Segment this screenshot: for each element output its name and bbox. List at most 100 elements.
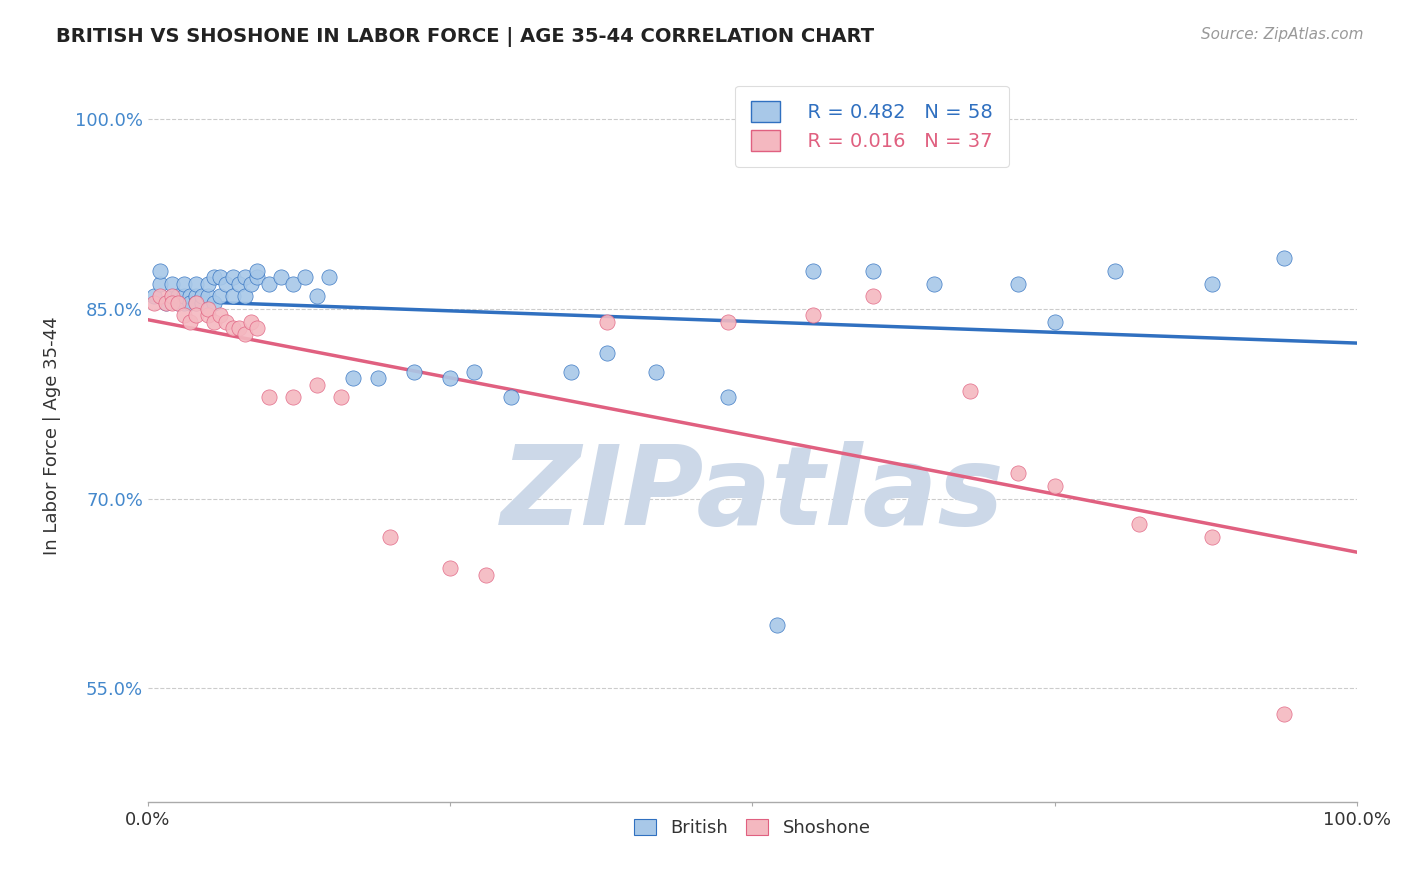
- Point: [1201, 277, 1223, 291]
- Point: [959, 384, 981, 398]
- Point: [1043, 314, 1066, 328]
- Point: [197, 277, 219, 291]
- Point: [475, 567, 498, 582]
- Point: [765, 618, 787, 632]
- Point: [257, 391, 280, 405]
- Point: [330, 391, 353, 405]
- Text: ZIPatlas: ZIPatlas: [501, 441, 1004, 548]
- Point: [221, 270, 243, 285]
- Point: [1274, 706, 1296, 721]
- Point: [801, 264, 824, 278]
- Point: [439, 371, 461, 385]
- Point: [862, 289, 884, 303]
- Point: [167, 295, 190, 310]
- Point: [155, 295, 177, 310]
- Point: [209, 289, 232, 303]
- Point: [209, 308, 232, 322]
- Point: [1128, 516, 1150, 531]
- Point: [1043, 479, 1066, 493]
- Point: [167, 289, 190, 303]
- Point: [186, 277, 208, 291]
- Point: [307, 289, 329, 303]
- Point: [922, 277, 945, 291]
- Point: [215, 314, 238, 328]
- Point: [186, 295, 208, 310]
- Point: [560, 365, 582, 379]
- Point: [499, 391, 522, 405]
- Point: [1274, 252, 1296, 266]
- Point: [717, 391, 740, 405]
- Point: [149, 264, 172, 278]
- Point: [186, 289, 208, 303]
- Point: [233, 327, 256, 342]
- Point: [596, 346, 619, 360]
- Point: [402, 365, 425, 379]
- Point: [281, 277, 304, 291]
- Point: [801, 308, 824, 322]
- Text: Source: ZipAtlas.com: Source: ZipAtlas.com: [1201, 27, 1364, 42]
- Point: [239, 314, 262, 328]
- Point: [197, 289, 219, 303]
- Point: [202, 295, 225, 310]
- Point: [246, 321, 269, 335]
- Point: [233, 289, 256, 303]
- Point: [1007, 467, 1029, 481]
- Point: [160, 295, 183, 310]
- Point: [439, 561, 461, 575]
- Point: [167, 295, 190, 310]
- Point: [281, 391, 304, 405]
- Point: [191, 289, 214, 303]
- Point: [173, 295, 195, 310]
- Point: [644, 365, 666, 379]
- Text: BRITISH VS SHOSHONE IN LABOR FORCE | AGE 35-44 CORRELATION CHART: BRITISH VS SHOSHONE IN LABOR FORCE | AGE…: [56, 27, 875, 46]
- Point: [179, 314, 201, 328]
- Point: [378, 530, 401, 544]
- Point: [155, 295, 177, 310]
- Point: [221, 321, 243, 335]
- Point: [246, 264, 269, 278]
- Point: [294, 270, 316, 285]
- Point: [270, 270, 292, 285]
- Point: [173, 308, 195, 322]
- Legend: British, Shoshone: British, Shoshone: [627, 812, 877, 845]
- Point: [239, 277, 262, 291]
- Point: [1007, 277, 1029, 291]
- Point: [228, 321, 250, 335]
- Point: [197, 301, 219, 316]
- Point: [142, 295, 165, 310]
- Point: [186, 308, 208, 322]
- Point: [191, 295, 214, 310]
- Point: [179, 295, 201, 310]
- Point: [367, 371, 389, 385]
- Point: [173, 289, 195, 303]
- Point: [596, 314, 619, 328]
- Point: [149, 289, 172, 303]
- Point: [149, 277, 172, 291]
- Y-axis label: In Labor Force | Age 35-44: In Labor Force | Age 35-44: [44, 316, 60, 555]
- Point: [160, 289, 183, 303]
- Point: [318, 270, 340, 285]
- Point: [160, 289, 183, 303]
- Point: [179, 289, 201, 303]
- Point: [342, 371, 364, 385]
- Point: [1201, 530, 1223, 544]
- Point: [717, 314, 740, 328]
- Point: [142, 289, 165, 303]
- Point: [307, 377, 329, 392]
- Point: [215, 277, 238, 291]
- Point: [257, 277, 280, 291]
- Point: [246, 270, 269, 285]
- Point: [233, 270, 256, 285]
- Point: [221, 289, 243, 303]
- Point: [197, 308, 219, 322]
- Point: [186, 295, 208, 310]
- Point: [862, 264, 884, 278]
- Point: [202, 314, 225, 328]
- Point: [228, 277, 250, 291]
- Point: [202, 270, 225, 285]
- Point: [173, 277, 195, 291]
- Point: [209, 270, 232, 285]
- Point: [1104, 264, 1126, 278]
- Point: [463, 365, 485, 379]
- Point: [160, 277, 183, 291]
